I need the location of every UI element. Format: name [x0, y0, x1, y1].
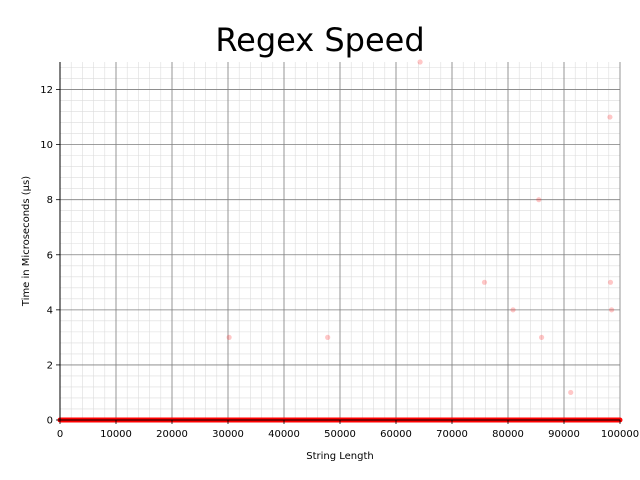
data-point	[607, 279, 614, 285]
x-tick-label: 40000	[268, 429, 300, 440]
data-point	[481, 279, 488, 285]
x-tick-label: 100000	[601, 429, 639, 440]
x-tick-label: 0	[57, 429, 63, 440]
major-grid	[59, 62, 621, 421]
data-point	[536, 197, 542, 203]
data-point	[510, 307, 516, 313]
x-axis-ticks: 0 10000 20000 30000 40000 50000 60000 70000 8000…	[57, 420, 639, 440]
chart-title: Regex Speed	[215, 21, 424, 59]
y-tick-label: 2	[47, 360, 53, 371]
x-tick-label: 50000	[324, 429, 356, 440]
data-point	[609, 307, 615, 313]
data-point	[226, 334, 232, 340]
x-axis-label: String Length	[306, 451, 374, 462]
data-point	[607, 114, 613, 120]
y-tick-label: 0	[47, 416, 53, 427]
data-point	[417, 59, 423, 65]
x-tick-label: 30000	[212, 429, 244, 440]
x-tick-label: 90000	[548, 429, 580, 440]
y-tick-label: 4	[47, 305, 53, 316]
data-point	[325, 334, 331, 340]
y-tick-label: 12	[40, 85, 53, 96]
x-tick-label: 10000	[100, 429, 132, 440]
y-tick-label: 8	[47, 195, 53, 206]
y-tick-label: 6	[47, 250, 53, 261]
x-tick-label: 60000	[380, 429, 412, 440]
data-point	[568, 389, 574, 396]
y-axis-label: Time in Microseconds (µs)	[21, 176, 32, 307]
y-axis-ticks: 0 2 4 6 8 10 12	[40, 85, 60, 427]
x-tick-label: 70000	[436, 429, 468, 440]
x-tick-label: 80000	[492, 429, 524, 440]
y-tick-label: 10	[40, 140, 53, 151]
x-tick-label: 20000	[156, 429, 188, 440]
data-point	[539, 334, 545, 340]
